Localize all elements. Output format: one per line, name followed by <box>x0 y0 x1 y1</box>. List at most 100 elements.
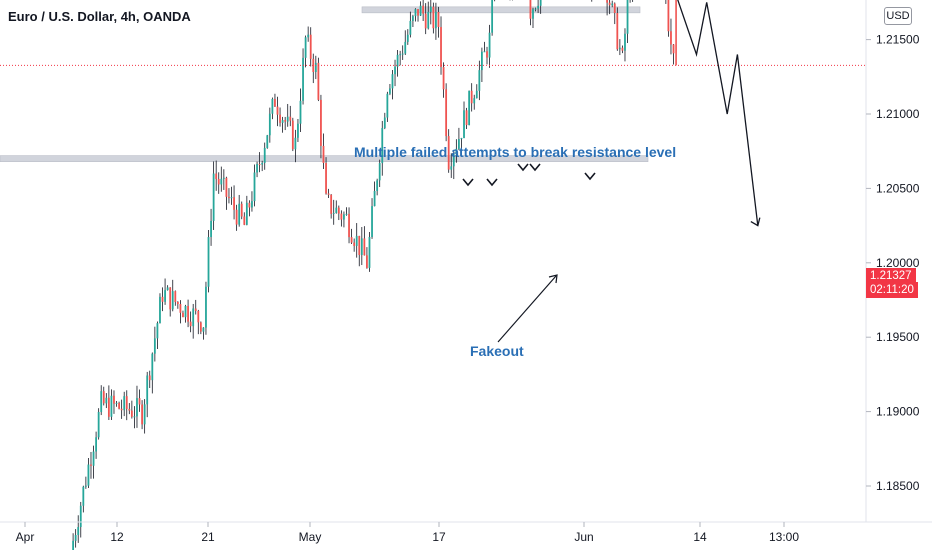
candle <box>156 321 159 349</box>
candle <box>611 0 614 8</box>
candle <box>629 0 631 3</box>
candle <box>343 211 345 228</box>
candle <box>450 153 453 178</box>
candle <box>123 391 126 417</box>
candle <box>164 278 166 305</box>
candle <box>120 399 123 419</box>
candle <box>412 14 414 28</box>
candle <box>146 371 149 418</box>
chevron-marker <box>584 172 596 181</box>
candle <box>494 0 496 2</box>
candle <box>113 390 115 414</box>
candle <box>281 116 284 133</box>
candle <box>192 303 195 339</box>
candle <box>419 1 422 17</box>
candle <box>207 229 210 293</box>
candle <box>396 50 399 77</box>
candle <box>217 172 220 194</box>
candle <box>74 529 77 548</box>
candle <box>210 208 212 246</box>
candle <box>274 93 276 107</box>
candle <box>286 103 289 127</box>
x-tick-label: 13:00 <box>769 530 799 544</box>
candle <box>481 47 483 82</box>
candle <box>465 107 468 129</box>
x-tick-label: 14 <box>693 530 707 544</box>
candle <box>130 400 133 419</box>
x-tick-label: 17 <box>432 530 446 544</box>
candle <box>289 105 292 127</box>
candle <box>391 69 394 100</box>
candle <box>463 101 465 139</box>
currency-button[interactable]: USD <box>884 7 912 25</box>
candle <box>442 62 445 98</box>
candle <box>304 35 307 68</box>
candle <box>537 0 540 13</box>
candle <box>373 181 376 207</box>
candle <box>238 194 241 227</box>
chevron-marker <box>529 163 541 172</box>
candle <box>376 178 379 196</box>
candle <box>141 400 143 430</box>
candle <box>366 247 368 269</box>
candle <box>672 44 675 65</box>
candle <box>440 16 442 75</box>
candle <box>378 159 381 187</box>
candle <box>330 194 333 219</box>
candle <box>100 385 103 416</box>
candle <box>169 287 172 317</box>
candle <box>77 515 80 543</box>
candle <box>220 166 223 192</box>
candle <box>284 116 287 131</box>
candle <box>82 485 85 513</box>
candle <box>529 0 532 26</box>
candle <box>125 390 128 421</box>
x-tick-label: Jun <box>574 530 593 544</box>
candle <box>256 161 258 178</box>
candle <box>406 29 409 45</box>
candle <box>299 88 302 133</box>
candle <box>534 7 537 12</box>
chart-title: Euro / U.S. Dollar, 4h, OANDA <box>8 9 191 24</box>
candle <box>115 401 118 407</box>
candle <box>294 129 297 163</box>
candle <box>166 285 169 291</box>
projection-arrowhead <box>750 217 761 227</box>
candle <box>202 327 205 340</box>
candle <box>353 238 356 252</box>
candle <box>368 232 371 272</box>
candle <box>179 300 182 324</box>
candle <box>225 176 228 210</box>
candle <box>486 46 488 65</box>
y-tick-label: 1.19000 <box>876 405 920 419</box>
candle <box>632 0 634 2</box>
candle <box>133 406 136 429</box>
candle <box>184 304 187 323</box>
drawings <box>0 0 866 343</box>
candle <box>143 399 146 434</box>
candle <box>187 299 189 328</box>
candle <box>159 293 161 324</box>
candle <box>90 451 92 479</box>
current-price-label: 1.21327 <box>866 268 916 284</box>
chevron-marker <box>517 163 529 172</box>
candle <box>591 0 593 2</box>
candle <box>235 204 238 231</box>
candle <box>355 223 358 258</box>
candle <box>383 112 386 130</box>
candle <box>182 310 184 318</box>
candle <box>233 185 235 220</box>
candle <box>608 0 611 15</box>
candle <box>263 142 266 170</box>
candle <box>161 287 164 312</box>
candle <box>128 403 131 415</box>
candle <box>350 228 353 244</box>
candle <box>665 0 667 4</box>
candle <box>618 39 621 56</box>
candle <box>401 45 404 60</box>
candle <box>199 321 202 335</box>
candle <box>72 533 74 550</box>
candle <box>539 0 542 14</box>
